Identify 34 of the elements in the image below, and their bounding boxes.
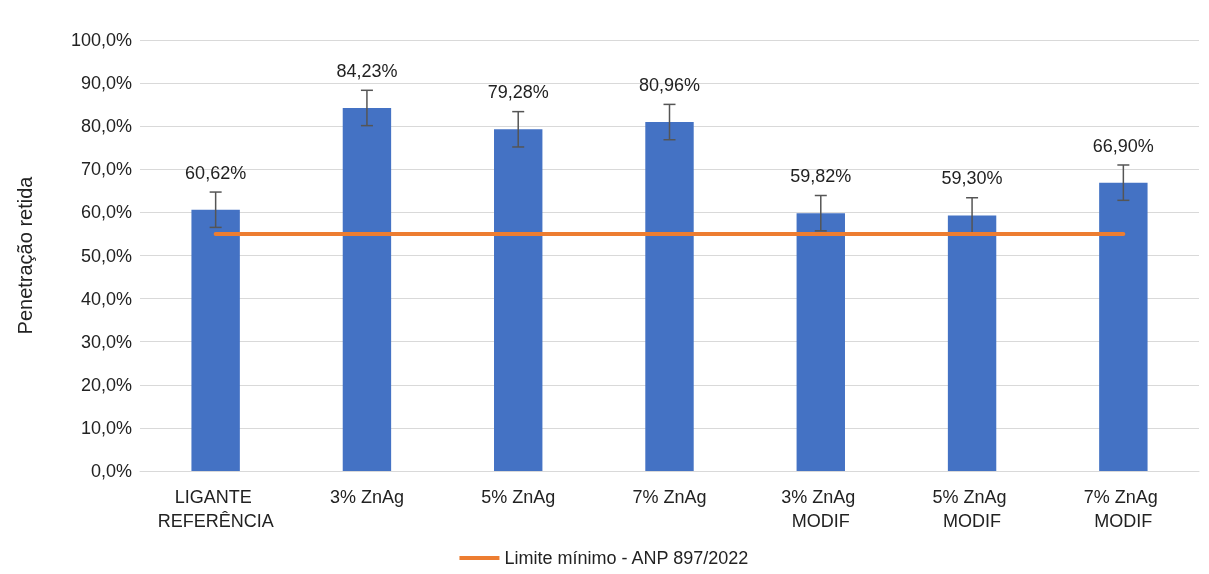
y-tick-label: 40,0% [80,288,132,309]
x-tick-label: 5% ZnAg MODIF [932,487,1012,531]
data-label: 59,82% [790,166,852,187]
data-label: 66,90% [1092,135,1154,156]
x-tick-label: 3% ZnAg [329,487,404,507]
y-tick-label: 20,0% [80,374,132,395]
y-tick-label: 90,0% [80,73,132,94]
y-tick-label: 30,0% [80,331,132,352]
data-label: 59,30% [941,168,1003,189]
y-axis-title: Penetração retida [14,175,36,335]
bar [645,122,694,471]
bar [796,213,845,471]
y-tick-label: 10,0% [80,417,132,438]
x-tick-label: 7% ZnAg MODIF [1083,487,1163,531]
data-label: 80,96% [638,75,701,96]
bar [494,129,543,471]
y-tick-label: 50,0% [80,245,132,266]
bar [1099,182,1148,471]
data-label: 84,23% [336,60,398,81]
bar [947,215,997,471]
data-label: 60,62% [185,162,247,183]
y-tick-label: 70,0% [80,159,132,180]
x-tick-label: 7% ZnAg [632,487,707,507]
data-label: 79,28% [487,82,549,103]
y-tick-label: 100,0% [70,30,132,50]
y-tick-label: 80,0% [80,116,132,137]
x-tick-label: 3% ZnAg MODIF [781,487,861,531]
legend-label: Limite mínimo - ANP 897/2022 [504,548,749,568]
bar [191,209,240,471]
y-tick-label: 0,0% [90,461,132,481]
x-tick-label: 5% ZnAg [481,487,556,507]
x-tick-label: LIGANTE REFERÊNCIA [157,487,274,531]
bar [342,107,392,471]
y-tick-label: 60,0% [80,202,132,223]
